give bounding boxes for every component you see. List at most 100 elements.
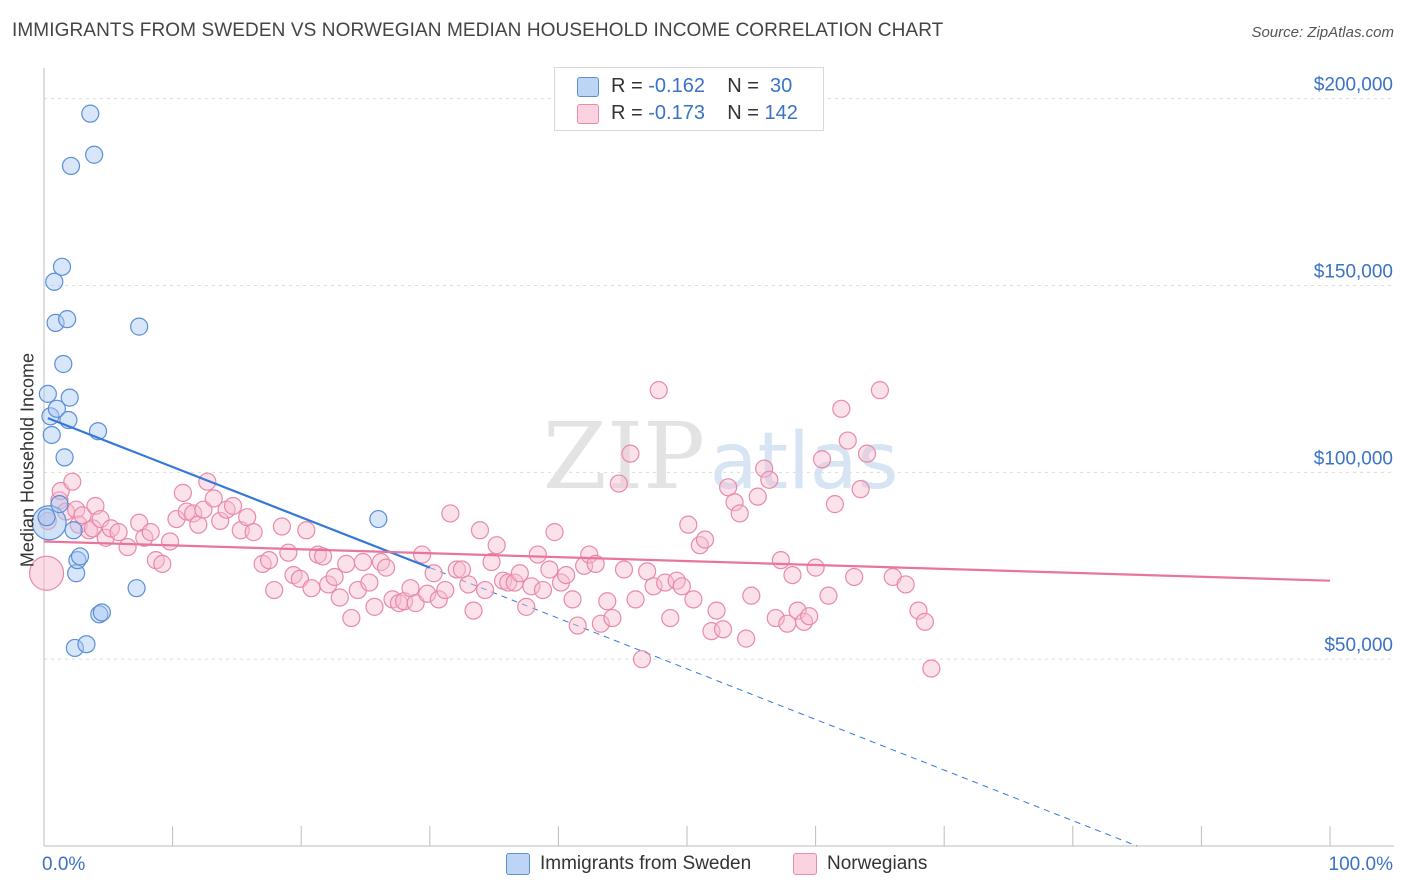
norwegians-point: [452, 560, 472, 579]
norwegians-point: [896, 575, 915, 594]
norwegians-point: [118, 537, 137, 557]
legend-swatch-sweden: [577, 77, 599, 97]
norwegians-point: [28, 555, 65, 591]
norwegians-point: [365, 597, 384, 616]
sweden-point: [42, 425, 61, 445]
norwegians-point: [204, 489, 223, 508]
watermark: ZIP atlas: [543, 403, 898, 510]
axes: [43, 68, 1394, 847]
legend-r-sweden: -0.162: [648, 75, 705, 97]
sweden-point: [45, 272, 64, 291]
norwegians-point: [167, 509, 186, 529]
norwegians-point: [832, 399, 851, 418]
norwegians-point: [244, 523, 263, 542]
norwegians-point: [644, 577, 663, 596]
norwegians-point: [638, 562, 657, 581]
chart-source: Source: ZipAtlas.com: [1251, 24, 1394, 41]
norwegians-point: [800, 607, 819, 626]
norwegians-point: [376, 558, 396, 577]
norwegians-point: [679, 515, 698, 534]
legend-r-label: R =: [611, 75, 643, 97]
sweden-point: [58, 310, 77, 329]
norwegians-point: [470, 521, 490, 540]
norwegians-point: [360, 573, 379, 592]
norwegians-point: [632, 650, 652, 669]
norwegians-point: [851, 480, 870, 499]
sweden-point: [64, 521, 83, 540]
sweden-point: [38, 384, 57, 403]
legend-r-label: R =: [611, 102, 643, 124]
norwegians-point: [153, 554, 172, 573]
sweden-point: [90, 605, 109, 624]
y-tick-labels: $50,000 $100,000 $150,000 $200,000: [1314, 75, 1393, 656]
norwegians-point: [517, 597, 536, 616]
norwegians-point: [563, 590, 582, 609]
norwegians-point: [238, 508, 257, 527]
sweden-point: [127, 579, 146, 598]
norwegians-point: [83, 519, 102, 538]
norwegians-point: [522, 577, 541, 596]
norwegians-point: [591, 614, 610, 633]
norwegians-point: [672, 577, 691, 596]
norwegians-point: [297, 521, 316, 540]
norwegians-point: [223, 496, 243, 516]
norwegians-point: [695, 530, 715, 549]
y-tick-label: $150,000: [1314, 262, 1393, 283]
norwegians-point: [794, 612, 814, 631]
sweden-point: [369, 509, 388, 529]
norwegians-point: [825, 495, 844, 514]
sweden-point: [55, 448, 74, 467]
norwegians-point: [371, 552, 391, 572]
sweden-point: [46, 313, 65, 332]
norwegians-point: [788, 601, 807, 620]
norwegians-point: [265, 580, 284, 600]
norwegians-point: [684, 590, 703, 609]
norwegians-point: [259, 551, 279, 570]
norwegians-point: [533, 580, 553, 600]
norwegians-point: [63, 472, 82, 491]
norwegians-point: [540, 560, 559, 579]
norwegians-point: [713, 620, 733, 639]
norwegians-point: [806, 558, 825, 577]
norwegians-point: [279, 543, 298, 562]
sweden-point: [47, 399, 66, 418]
norwegians-point: [725, 493, 744, 512]
norwegians-point: [870, 381, 890, 400]
norwegians-point: [922, 659, 941, 678]
norwegians-point: [424, 564, 443, 583]
sweden-point: [130, 317, 149, 336]
norwegians-point: [194, 500, 213, 519]
norwegians-point: [325, 567, 344, 587]
norwegians-point: [819, 586, 838, 605]
norwegians-point: [302, 579, 321, 598]
x-tick-label-max: 100.0%: [1329, 854, 1394, 875]
norwegians-point: [211, 511, 230, 531]
norwegians-point: [69, 515, 88, 534]
correlation-legend: R = -0.162 N = 30 R = -0.173 N = 142: [554, 67, 824, 131]
y-axis-label: Median Household Income: [17, 352, 38, 568]
norwegians-point: [429, 590, 448, 609]
norwegians-point: [719, 478, 738, 497]
norwegians-point: [760, 470, 779, 489]
gridlines: [44, 98, 1394, 660]
norwegians-point: [626, 590, 645, 609]
sweden-point: [61, 156, 81, 176]
norwegians-point: [184, 504, 203, 523]
norwegians-point: [857, 444, 877, 463]
sweden-trend-line: [47, 417, 431, 569]
norwegians-point: [482, 552, 501, 572]
norwegians-point: [609, 474, 628, 493]
sweden-point: [50, 495, 69, 514]
norwegians-point: [845, 567, 864, 587]
norwegians-point: [436, 580, 455, 600]
norwegians-point: [598, 592, 617, 611]
bottom-legend-label-sweden: Immigrants from Sweden: [540, 853, 752, 874]
chart-title: IMMIGRANTS FROM SWEDEN VS NORWEGIAN MEDI…: [12, 20, 944, 41]
bottom-legend-swatch-norwegians: [793, 853, 817, 875]
legend-swatch-norwegians: [577, 104, 599, 124]
norwegians-point: [568, 616, 587, 635]
sweden-point: [37, 508, 56, 527]
norwegians-point: [510, 564, 529, 583]
norwegians-point: [730, 504, 749, 523]
sweden-point: [65, 638, 84, 658]
